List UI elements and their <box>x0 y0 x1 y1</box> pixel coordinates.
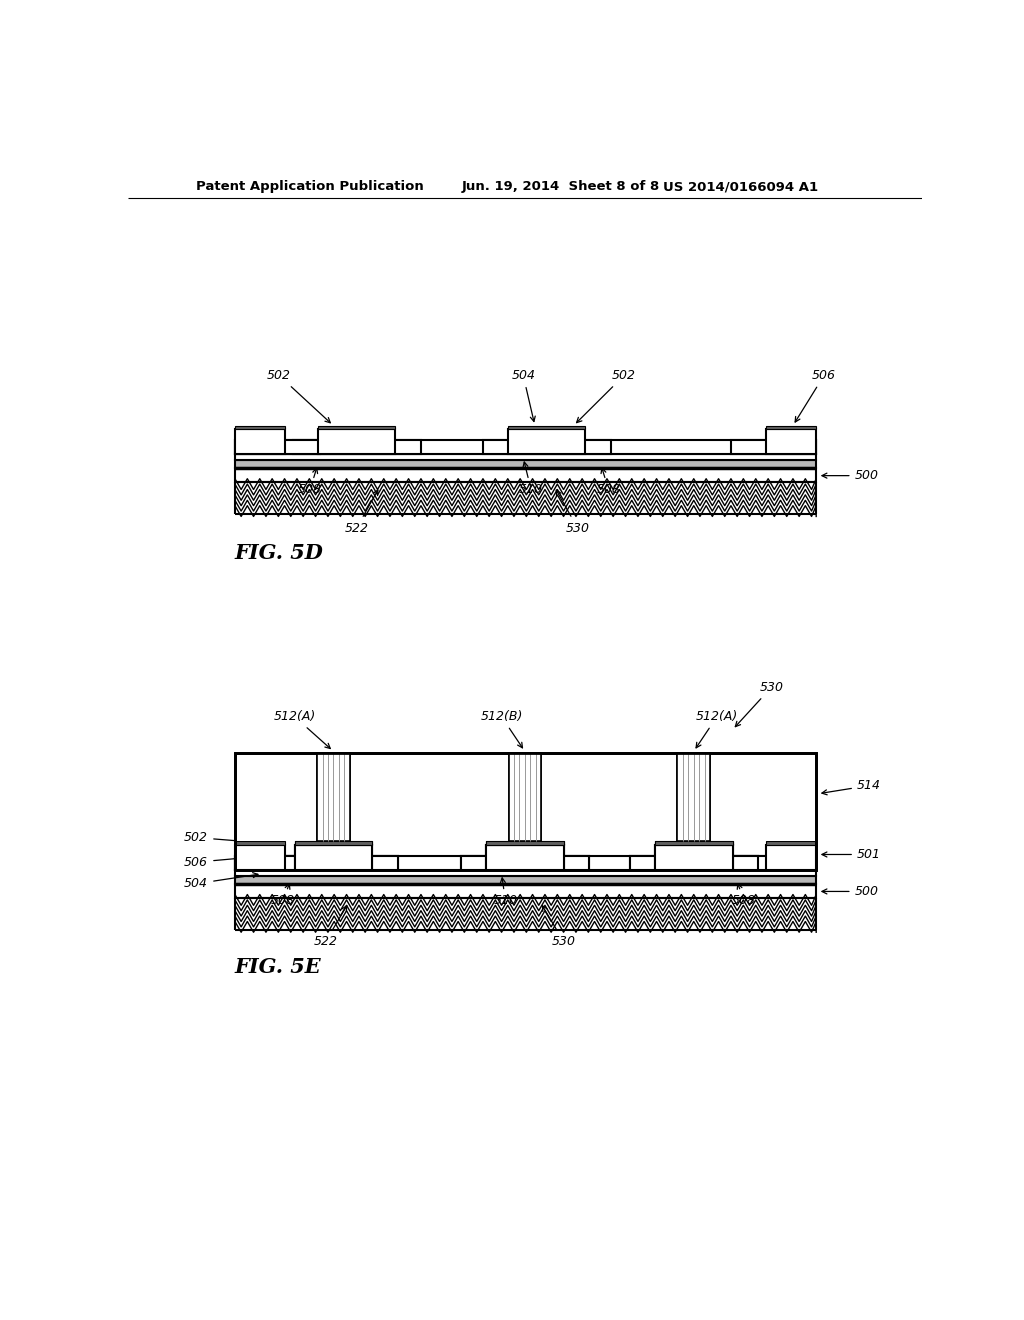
Text: 502: 502 <box>577 370 636 422</box>
Bar <box>486 845 563 870</box>
Bar <box>234 857 321 870</box>
Bar <box>234 425 286 429</box>
Bar <box>234 429 286 454</box>
Bar <box>234 752 816 870</box>
Text: 501: 501 <box>822 847 881 861</box>
Bar <box>295 845 372 870</box>
Bar <box>317 429 395 454</box>
Bar <box>655 845 732 870</box>
Bar <box>483 441 611 454</box>
Bar <box>270 857 397 870</box>
Bar <box>630 857 758 870</box>
Text: 506: 506 <box>184 853 278 869</box>
Text: 504: 504 <box>511 370 536 421</box>
Text: 512(A): 512(A) <box>696 710 738 748</box>
Bar <box>234 482 816 515</box>
Bar <box>234 876 816 884</box>
Bar <box>766 845 816 870</box>
Bar <box>234 841 286 845</box>
Bar <box>234 461 816 469</box>
Bar <box>731 441 816 454</box>
Bar <box>293 441 421 454</box>
Bar <box>486 841 563 845</box>
Text: 510: 510 <box>494 878 517 907</box>
Bar <box>317 425 395 429</box>
Bar <box>486 841 563 845</box>
Bar <box>234 884 816 898</box>
Text: Jun. 19, 2014  Sheet 8 of 8: Jun. 19, 2014 Sheet 8 of 8 <box>461 181 659 194</box>
Text: 508: 508 <box>597 469 621 496</box>
Bar <box>234 469 816 482</box>
Bar <box>234 898 816 929</box>
Bar <box>234 845 286 870</box>
Text: 522: 522 <box>313 906 347 948</box>
Text: 508: 508 <box>298 469 323 496</box>
Text: 500: 500 <box>822 884 879 898</box>
Text: 500: 500 <box>822 469 879 482</box>
Text: 504: 504 <box>184 873 258 890</box>
Text: FIG. 5E: FIG. 5E <box>234 957 322 977</box>
Bar <box>678 752 710 841</box>
Bar <box>317 752 349 841</box>
Bar <box>731 857 816 870</box>
Bar <box>234 870 816 876</box>
Text: FIG. 5D: FIG. 5D <box>234 543 324 562</box>
Text: Patent Application Publication: Patent Application Publication <box>197 181 424 194</box>
Bar <box>509 752 541 841</box>
Text: 502: 502 <box>267 370 331 422</box>
Bar <box>508 429 586 454</box>
Bar <box>766 429 816 454</box>
Text: US 2014/0166094 A1: US 2014/0166094 A1 <box>663 181 818 194</box>
Text: 530: 530 <box>543 906 575 948</box>
Bar <box>461 857 589 870</box>
Text: 506: 506 <box>796 370 836 422</box>
Bar <box>270 857 397 870</box>
Bar <box>655 841 732 845</box>
Text: 512(A): 512(A) <box>273 710 331 748</box>
Text: 502: 502 <box>184 832 269 846</box>
Bar <box>234 857 816 870</box>
Bar <box>234 454 816 461</box>
Text: 530: 530 <box>556 490 590 535</box>
Text: 514: 514 <box>822 779 881 795</box>
Text: 530: 530 <box>735 681 783 726</box>
Bar <box>295 845 372 870</box>
Text: 508: 508 <box>271 884 295 907</box>
Bar <box>509 752 541 841</box>
Text: 522: 522 <box>345 490 378 535</box>
Text: 512(B): 512(B) <box>480 710 522 748</box>
Bar <box>461 857 589 870</box>
Bar <box>236 752 815 841</box>
Bar <box>295 841 372 845</box>
Bar <box>655 841 732 845</box>
Text: 510: 510 <box>519 462 543 496</box>
Text: 508: 508 <box>732 884 756 907</box>
Bar <box>508 425 586 429</box>
Bar <box>234 441 816 454</box>
Bar <box>678 752 710 841</box>
Bar <box>295 841 372 845</box>
Bar <box>630 857 758 870</box>
Bar <box>234 441 321 454</box>
Bar <box>766 841 816 845</box>
Bar <box>766 425 816 429</box>
Bar <box>234 752 816 870</box>
Bar <box>655 845 732 870</box>
Bar <box>486 845 563 870</box>
Bar <box>317 752 349 841</box>
